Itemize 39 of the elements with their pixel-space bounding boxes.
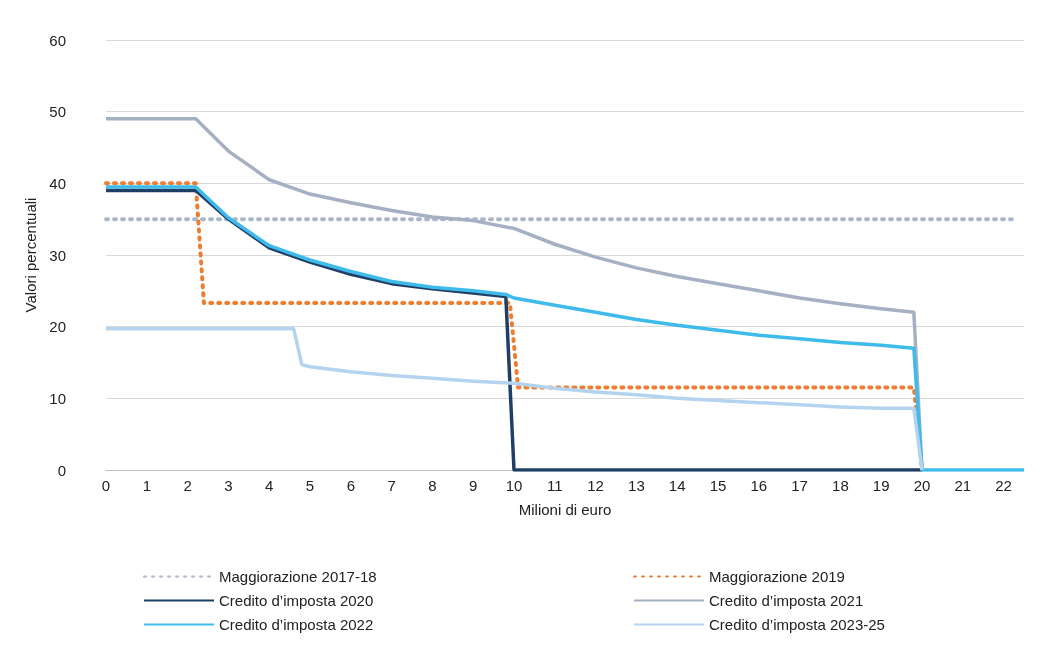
x-tick-label: 21 [954, 477, 972, 494]
y-tick-label: 30 [49, 246, 66, 264]
y-tick-label: 10 [49, 389, 66, 407]
x-tick-label: 13 [628, 477, 645, 494]
x-tick-label: 9 [469, 477, 478, 494]
x-tick-label: 22 [995, 477, 1012, 494]
legend-label: Maggiorazione 2017-18 [219, 568, 377, 585]
y-tick-label: 50 [49, 103, 66, 121]
x-tick-label: 6 [346, 477, 355, 494]
y-axis-title: Valori percentuali [22, 197, 40, 313]
x-tick-label: 15 [709, 477, 727, 494]
legend-label: Credito d’imposta 2023-25 [709, 616, 885, 633]
x-tick-label: 14 [668, 477, 686, 494]
legend-label: Credito d’imposta 2021 [709, 592, 864, 609]
y-tick-label: 0 [57, 461, 66, 479]
legend-label: Credito d’imposta 2020 [219, 592, 374, 609]
x-tick-label: 18 [832, 477, 849, 494]
legend-label: Credito d’imposta 2022 [219, 616, 374, 633]
x-axis-title: Milioni di euro [518, 501, 612, 518]
x-tick-label: 8 [428, 477, 437, 494]
x-tick-label: 11 [547, 477, 563, 494]
x-tick-label: 7 [387, 477, 396, 494]
x-tick-label: 20 [913, 477, 931, 494]
x-tick-label: 3 [224, 477, 233, 494]
x-tick-label: 17 [791, 477, 808, 494]
y-tick-label: 40 [49, 174, 66, 192]
x-tick-label: 5 [305, 477, 315, 494]
x-tick-label: 16 [750, 477, 768, 494]
y-tick-label: 20 [49, 318, 66, 336]
line-series [104, 327, 924, 472]
x-tick-label: 2 [183, 477, 192, 494]
x-tick-label: 4 [265, 477, 274, 494]
y-tick-label: 60 [49, 31, 66, 49]
x-tick-label: 10 [505, 477, 523, 494]
x-tick-label: 12 [587, 477, 604, 494]
x-tick-label: 19 [872, 477, 890, 494]
x-tick-label: 1 [142, 477, 151, 494]
x-tick-label: 0 [101, 477, 111, 494]
legend-label: Maggiorazione 2019 [709, 568, 845, 585]
